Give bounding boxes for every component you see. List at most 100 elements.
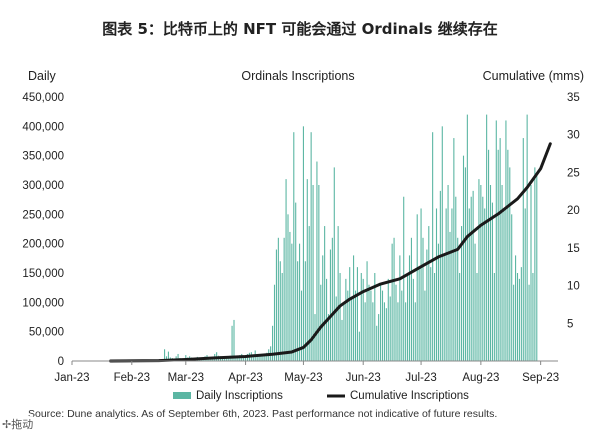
daily-bar bbox=[432, 132, 434, 361]
daily-bar bbox=[354, 290, 357, 361]
drag-hint[interactable]: ✢拖动 bbox=[2, 416, 34, 432]
daily-bar bbox=[445, 208, 447, 361]
daily-bar bbox=[362, 278, 364, 361]
daily-bar bbox=[408, 255, 411, 361]
figure-title: 图表 5：比特币上的 NFT 可能会通过 Ordinals 继续存在 bbox=[102, 20, 498, 38]
daily-bar bbox=[327, 314, 330, 361]
daily-bar bbox=[534, 167, 536, 361]
daily-bar bbox=[299, 243, 301, 361]
daily-bars bbox=[158, 114, 538, 361]
daily-bar bbox=[461, 226, 463, 361]
daily-bar bbox=[491, 202, 493, 361]
daily-bar bbox=[370, 290, 372, 361]
daily-bar bbox=[233, 319, 235, 361]
daily-bar bbox=[308, 226, 310, 361]
daily-bar bbox=[449, 231, 451, 361]
daily-bar bbox=[368, 284, 370, 361]
daily-bar bbox=[349, 267, 351, 361]
daily-bar bbox=[447, 185, 449, 361]
daily-bar bbox=[513, 284, 515, 361]
daily-bar bbox=[420, 208, 422, 361]
x-tick-label: Apr-23 bbox=[228, 372, 263, 384]
daily-bar bbox=[401, 290, 403, 361]
daily-bar bbox=[530, 185, 532, 361]
daily-bar bbox=[455, 196, 457, 361]
daily-bar bbox=[478, 179, 480, 361]
daily-bar bbox=[412, 278, 414, 361]
daily-bar bbox=[235, 358, 237, 361]
daily-bar bbox=[486, 114, 488, 361]
legend-label-daily: Daily Inscriptions bbox=[196, 390, 283, 402]
daily-bar bbox=[245, 355, 247, 361]
daily-bar bbox=[457, 237, 459, 361]
y-left-tick-label: 350,000 bbox=[22, 151, 64, 163]
daily-bar bbox=[380, 284, 382, 361]
daily-bar bbox=[428, 226, 430, 361]
daily-bar bbox=[364, 302, 366, 361]
daily-bar bbox=[414, 302, 416, 361]
daily-bar bbox=[383, 302, 385, 361]
daily-bar bbox=[289, 231, 291, 361]
daily-bar bbox=[407, 273, 409, 361]
y-left-tick-label: 200,000 bbox=[22, 239, 64, 251]
daily-bar bbox=[410, 237, 412, 361]
daily-bar bbox=[536, 173, 538, 361]
daily-bar bbox=[237, 357, 239, 361]
daily-bar bbox=[509, 167, 511, 361]
daily-bar bbox=[381, 290, 384, 361]
daily-bar bbox=[511, 214, 513, 361]
daily-bar bbox=[503, 208, 505, 361]
daily-bar bbox=[337, 226, 339, 361]
daily-bar bbox=[304, 261, 306, 361]
daily-bar bbox=[351, 296, 353, 361]
x-tick-label: Feb-23 bbox=[114, 372, 150, 384]
daily-bar bbox=[295, 202, 297, 361]
x-tick-label: Jan-23 bbox=[54, 372, 89, 384]
daily-bar bbox=[264, 355, 266, 361]
daily-bar bbox=[462, 155, 465, 361]
daily-bar bbox=[497, 149, 499, 361]
daily-bar bbox=[227, 358, 229, 361]
daily-bar bbox=[293, 132, 295, 361]
daily-bar bbox=[277, 237, 279, 361]
daily-bar bbox=[329, 249, 331, 361]
y-right-tick-label: 20 bbox=[567, 205, 580, 217]
daily-bar bbox=[422, 237, 424, 361]
daily-bar bbox=[395, 284, 397, 361]
daily-bar bbox=[526, 114, 528, 361]
legend-swatch-daily bbox=[173, 392, 191, 399]
daily-bar bbox=[522, 138, 524, 361]
x-tick-labels: Jan-23 Feb-23 Mar-23 Apr-23 May-23 Jun-23 Jul-… bbox=[54, 361, 559, 384]
daily-bar bbox=[451, 208, 453, 361]
daily-bar bbox=[279, 261, 281, 361]
daily-bar bbox=[516, 273, 519, 361]
daily-bar bbox=[470, 196, 472, 361]
y-left-tick-label: 100,000 bbox=[22, 297, 64, 309]
daily-bar bbox=[393, 237, 395, 361]
y-left-tick-label: 400,000 bbox=[22, 121, 64, 133]
y-left-tick-label: 0 bbox=[58, 356, 64, 368]
daily-bar bbox=[507, 149, 509, 361]
daily-bar bbox=[443, 255, 445, 361]
legend: Daily Inscriptions Cumulative Inscriptio… bbox=[173, 390, 469, 402]
daily-bar bbox=[335, 296, 337, 361]
daily-bar bbox=[260, 355, 262, 361]
move-icon: ✢ bbox=[2, 418, 12, 431]
x-tick-label: Jun-23 bbox=[346, 372, 381, 384]
y-left-tick-label: 450,000 bbox=[22, 92, 64, 104]
source-note: Source: Dune analytics. As of September … bbox=[28, 408, 498, 420]
daily-bar bbox=[434, 273, 436, 361]
daily-bar bbox=[484, 208, 486, 361]
daily-bar bbox=[387, 278, 389, 361]
daily-bar bbox=[353, 255, 355, 361]
daily-bar bbox=[310, 132, 312, 361]
daily-bar bbox=[343, 302, 345, 361]
daily-bar bbox=[480, 185, 482, 361]
daily-bar bbox=[322, 255, 324, 361]
daily-bar bbox=[285, 179, 287, 361]
daily-bar bbox=[418, 267, 420, 361]
daily-bar bbox=[366, 261, 368, 361]
daily-bar bbox=[468, 208, 470, 361]
daily-bar bbox=[482, 196, 484, 361]
daily-bar bbox=[426, 249, 428, 361]
